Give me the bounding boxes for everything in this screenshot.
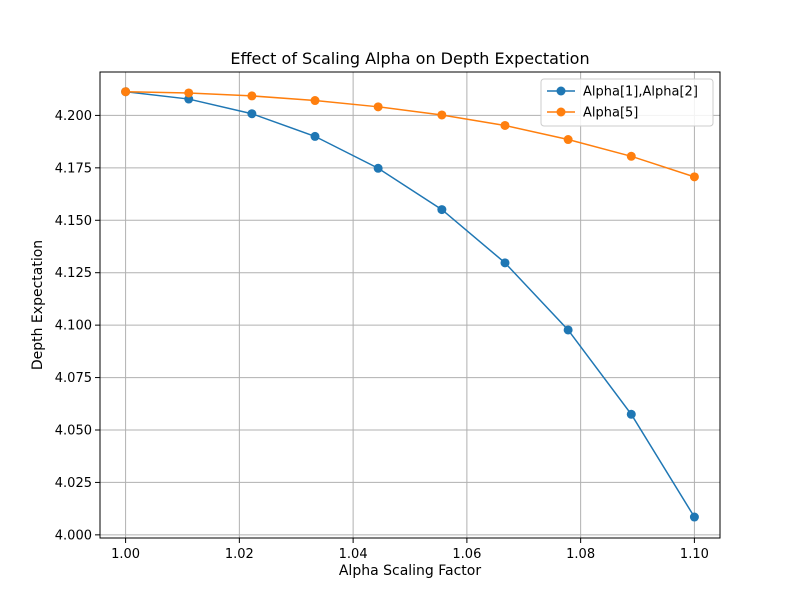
series-line [125, 90, 695, 178]
y-tick-label: 4.125 [55, 266, 92, 281]
legend-label: Alpha[1],Alpha[2] [583, 85, 698, 100]
plot-frame [99, 71, 721, 539]
x-tick-label: 1.06 [452, 547, 481, 562]
y-tick-label: 4.025 [55, 476, 92, 491]
series-point [626, 151, 636, 161]
series-layer [121, 87, 699, 522]
x-tick-label: 1.04 [339, 547, 368, 562]
series-point [437, 110, 447, 120]
series-point [184, 88, 194, 98]
series-point [689, 172, 699, 182]
y-tick-label: 4.050 [55, 423, 92, 438]
series-1 [121, 87, 699, 522]
series-line [125, 90, 696, 518]
legend-swatch-marker [556, 107, 566, 117]
series-point [500, 258, 510, 268]
series-point [121, 87, 131, 97]
series-point [310, 96, 320, 106]
y-tick-label: 4.075 [55, 371, 92, 386]
chart-title: Effect of Scaling Alpha on Depth Expecta… [230, 49, 589, 68]
grid-lines [100, 72, 720, 538]
series-point [247, 91, 257, 101]
series-point [689, 512, 699, 522]
series-point [373, 102, 383, 112]
y-axis-label: Depth Expectation [30, 240, 46, 370]
x-axis-label: Alpha Scaling Factor [339, 563, 482, 579]
series-point [563, 325, 573, 335]
x-tick-label: 1.00 [111, 547, 140, 562]
legend-item: Alpha[5] [547, 106, 638, 121]
series-point [437, 205, 447, 215]
series-2 [121, 87, 699, 182]
series-point [247, 109, 257, 119]
y-tick-label: 4.200 [55, 109, 92, 124]
y-tick-label: 4.000 [55, 528, 92, 543]
y-tick-label: 4.150 [55, 214, 92, 229]
series-point [310, 131, 320, 141]
legend-label: Alpha[5] [583, 106, 638, 121]
x-tick-label: 1.02 [225, 547, 254, 562]
series-point [500, 120, 510, 130]
series-point [563, 135, 573, 145]
legend-item: Alpha[1],Alpha[2] [547, 85, 698, 100]
y-tick-label: 4.100 [55, 319, 92, 334]
legend: Alpha[1],Alpha[2] Alpha[5] [540, 78, 714, 127]
x-tick-label: 1.08 [566, 547, 595, 562]
y-tick-label: 4.175 [55, 161, 92, 176]
x-tick-label: 1.10 [680, 547, 709, 562]
series-point [373, 163, 383, 173]
axis-ticks: 1.00 1.02 1.04 1.06 1.08 1.10 4.000 4.025 4.050 4… [55, 109, 709, 562]
legend-swatch-marker [556, 86, 566, 96]
legend-box [540, 78, 714, 127]
series-point [626, 409, 636, 419]
